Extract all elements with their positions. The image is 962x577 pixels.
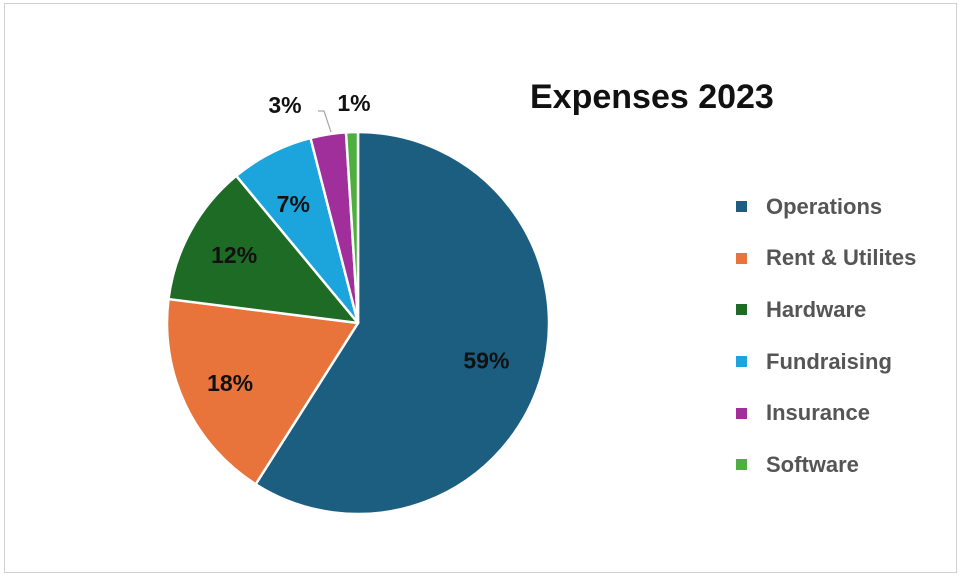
leader-line — [318, 110, 332, 133]
legend-item-insurance: Insurance — [736, 387, 916, 439]
legend-swatch — [736, 459, 747, 471]
legend-swatch — [736, 201, 747, 213]
legend-swatch — [736, 252, 747, 264]
legend-label: Hardware — [766, 296, 867, 322]
legend-label: Operations — [766, 193, 883, 219]
legend-item-software: Software — [736, 439, 916, 491]
legend-label: Insurance — [766, 400, 870, 426]
data-label: 7% — [277, 191, 310, 217]
data-label: 59% — [463, 347, 509, 373]
legend-label: Rent & Utilites — [766, 245, 917, 271]
legend-item-fundraising: Fundraising — [736, 336, 916, 388]
data-label: 1% — [337, 90, 370, 116]
legend-item-operations: Operations — [736, 181, 916, 233]
legend-label: Software — [766, 451, 859, 477]
legend-swatch — [736, 407, 747, 419]
legend-swatch — [736, 356, 747, 368]
pie-slice-rent-utilites — [165, 297, 360, 486]
data-label: 3% — [268, 92, 301, 118]
chart-title: Expenses 2023 — [530, 78, 774, 116]
pie-slice-software — [344, 130, 360, 325]
data-label: 18% — [207, 370, 253, 396]
legend-label: Fundraising — [766, 348, 892, 374]
legend-item-rent-utilities: Rent & Utilites — [736, 233, 916, 285]
legend: Operations Rent & Utilites Hardware Fund… — [736, 181, 916, 491]
legend-swatch — [736, 304, 747, 316]
pie-slice-operations — [254, 130, 551, 516]
pie-slice-hardware — [167, 174, 360, 325]
legend-item-hardware: Hardware — [736, 284, 916, 336]
data-label: 12% — [211, 242, 257, 268]
